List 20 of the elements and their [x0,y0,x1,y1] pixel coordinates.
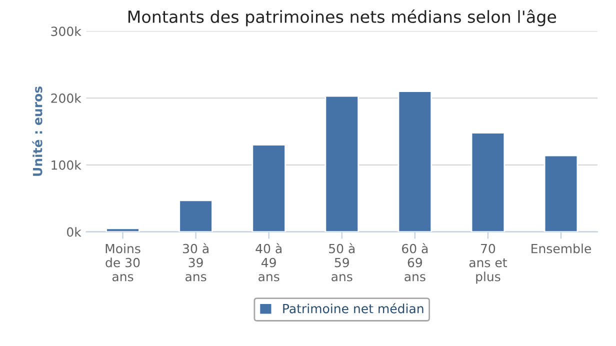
bar [398,90,432,232]
y-tick-label: 0k [67,227,82,237]
y-tick-label: 100k [52,160,82,170]
x-tick-label: 40 à 49 ans [256,243,282,282]
x-tick-label: 70 ans et plus [469,244,507,284]
bar [178,200,213,232]
chart-title: Montants des patrimoines nets médians selon l'âge [128,9,556,26]
bar [544,154,578,232]
y-tick-label: 300k [51,26,82,36]
y-axis-title: Unité : euros [32,86,42,176]
bar [324,95,360,232]
bar [252,144,286,232]
x-tick-label: 60 à 69 ans [402,243,428,282]
bar [470,132,506,232]
x-tick-label: 50 à 59 ans [329,243,355,282]
x-tick-label: Ensemble [532,244,591,254]
y-tick-label: 200k [51,93,82,103]
legend-label: Patrimoine net médian [283,303,424,314]
x-tick-label: 30 à 39 ans [182,243,208,282]
x-tick-label: Moins de 30 ans [106,244,140,282]
